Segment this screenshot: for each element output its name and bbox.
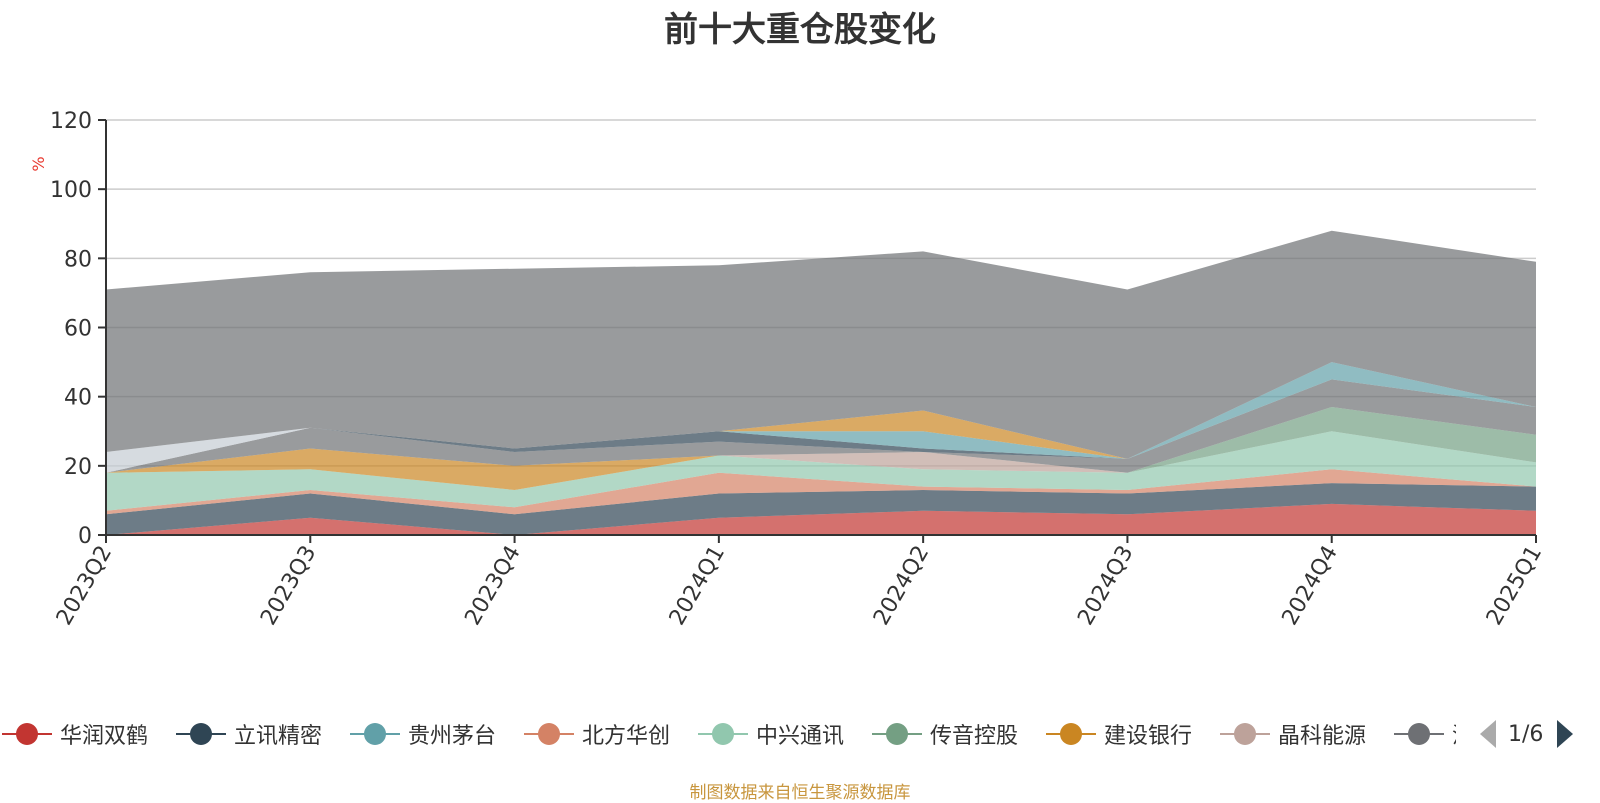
legend-marker-icon <box>350 722 400 746</box>
x-tick-label: 2024Q2 <box>869 542 934 630</box>
x-tick-label: 2023Q2 <box>52 542 117 630</box>
legend-marker-dot <box>886 723 908 745</box>
y-tick-label: 80 <box>64 247 92 272</box>
legend-marker-dot <box>1234 723 1256 745</box>
area-series[interactable] <box>106 407 1536 490</box>
area-series[interactable] <box>106 483 1536 535</box>
legend-marker-dot <box>712 723 734 745</box>
area-series[interactable] <box>106 379 1536 459</box>
y-axis-unit-label: % <box>29 156 48 171</box>
chart-title: 前十大重仓股变化 <box>664 10 936 50</box>
x-ticks: 2023Q2 2023Q3 2023Q4 2024Q1 2024Q2 2024Q3 2024… <box>52 535 1547 630</box>
y-tick-label: 120 <box>50 109 92 134</box>
legend: 华润双鹤立讯精密贵州茅台北方华创中兴通讯传音控股建设银行晶科能源消1/6 <box>0 716 1600 752</box>
legend-marker-dot <box>190 723 212 745</box>
legend-marker-icon <box>1046 722 1096 746</box>
legend-marker-dot <box>16 723 38 745</box>
legend-item[interactable]: 贵州茅台 <box>350 716 496 752</box>
legend-label: 传音控股 <box>930 724 1019 749</box>
legend-marker-dot <box>1060 723 1082 745</box>
legend-page-indicator: 1/6 <box>1508 721 1544 747</box>
y-tick-label: 0 <box>78 524 92 549</box>
legend-label: 建设银行 <box>1104 724 1193 749</box>
y-tick-label: 60 <box>64 317 92 342</box>
legend-marker-dot <box>364 723 386 745</box>
area-series[interactable] <box>106 431 1536 511</box>
legend-label: 立讯精密 <box>234 724 323 749</box>
legend-marker-dot <box>538 723 560 745</box>
legend-label: 晶科能源 <box>1278 724 1367 749</box>
legend-item[interactable]: 华润双鹤 <box>2 716 148 752</box>
legend-label: 中兴通讯 <box>756 724 845 749</box>
legend-marker-dot <box>1408 723 1430 745</box>
x-tick-label: 2023Q3 <box>256 542 321 630</box>
legend-marker-icon <box>698 722 748 746</box>
legend-next-page-icon[interactable] <box>1557 720 1574 748</box>
area-series[interactable] <box>106 362 1536 459</box>
legend-label: 北方华创 <box>582 724 671 749</box>
legend-item[interactable]: 北方华创 <box>524 716 670 752</box>
area-series[interactable] <box>106 503 1536 535</box>
x-tick-label: 2024Q4 <box>1278 542 1343 630</box>
y-ticks: 0 20 40 60 80 100 120 <box>50 109 106 549</box>
legend-marker-icon <box>872 722 922 746</box>
stacked-area-chart: 0 20 40 60 80 100 120 2023Q2 2023Q3 2023Q4 2024Q1… <box>29 109 1547 630</box>
area-series[interactable] <box>106 407 1536 473</box>
data-source-note: 制图数据来自恒生聚源数据库 <box>689 783 911 803</box>
area-series[interactable] <box>106 379 1536 473</box>
x-tick-label: 2024Q1 <box>665 542 730 630</box>
legend-item[interactable]: 立讯精密 <box>176 716 322 752</box>
legend-marker-icon <box>2 722 52 746</box>
x-tick-label: 2025Q1 <box>1482 542 1547 630</box>
legend-marker-icon <box>1394 722 1444 746</box>
legend-marker-icon <box>176 722 226 746</box>
legend-item[interactable]: 传音控股 <box>872 716 1018 752</box>
legend-item[interactable]: 中兴通讯 <box>698 716 844 752</box>
legend-label: 贵州茅台 <box>408 724 497 749</box>
legend-label: 华润双鹤 <box>60 724 149 749</box>
x-tick-label: 2024Q3 <box>1073 542 1138 630</box>
area-series-group <box>106 230 1536 535</box>
y-tick-label: 20 <box>64 455 92 480</box>
legend-prev-page-icon[interactable] <box>1480 720 1496 748</box>
legend-item[interactable]: 晶科能源 <box>1220 716 1366 752</box>
legend-item[interactable]: 建设银行 <box>1046 716 1192 752</box>
y-tick-label: 40 <box>64 386 92 411</box>
y-tick-label: 100 <box>50 178 92 203</box>
area-series[interactable] <box>106 469 1536 515</box>
legend-marker-icon <box>1220 722 1270 746</box>
legend-pager: 1/6 <box>1456 716 1600 752</box>
x-tick-label: 2023Q4 <box>460 542 525 630</box>
area-series[interactable] <box>106 230 1536 459</box>
legend-marker-icon <box>524 722 574 746</box>
